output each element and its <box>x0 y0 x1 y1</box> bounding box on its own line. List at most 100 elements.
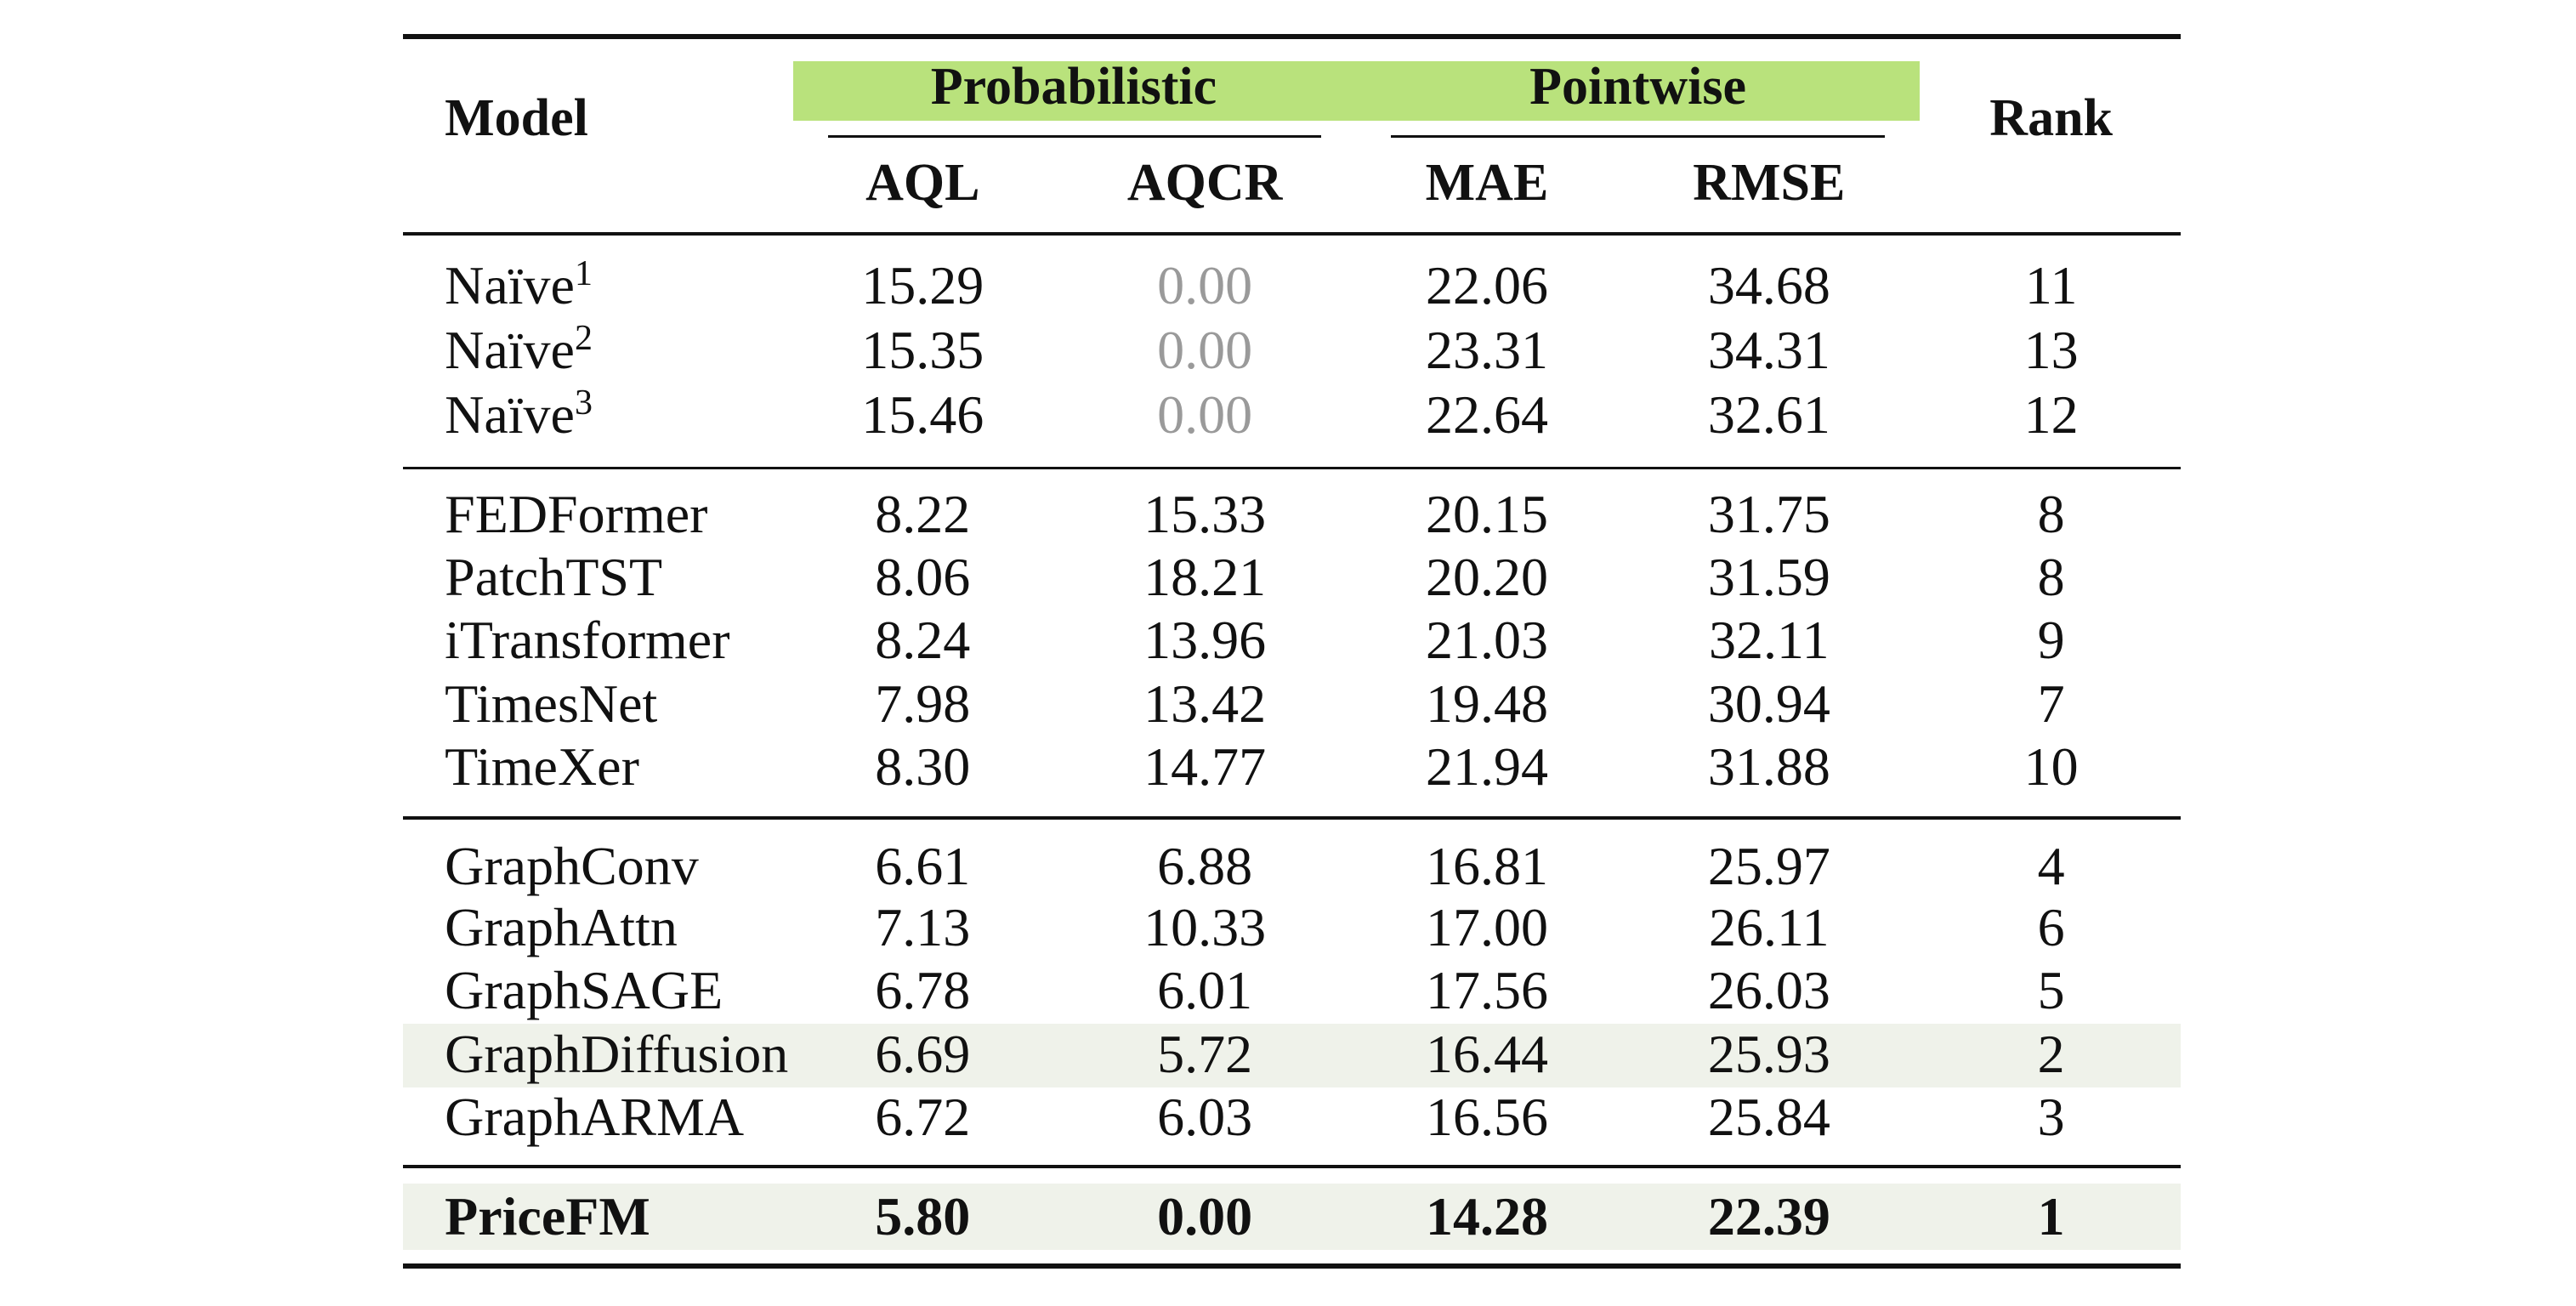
model-name: GraphSAGE <box>445 963 723 1018</box>
rule <box>403 34 2181 39</box>
cell: 15.35 <box>861 319 984 380</box>
cell: 31.75 <box>1707 484 1830 545</box>
model-name: Naïve3 <box>445 385 593 442</box>
model-label: PriceFM <box>445 1185 650 1246</box>
cell: 8.24 <box>875 610 971 671</box>
cell: 15.33 <box>1143 484 1267 545</box>
cell: 7.98 <box>875 673 971 734</box>
model-name: PriceFM <box>445 1189 650 1244</box>
rank-cell: 12 <box>2023 384 2079 445</box>
cell: 8.22 <box>875 484 971 545</box>
cell: 5.80 <box>875 1185 971 1246</box>
rule <box>403 816 2181 821</box>
cell: 6.78 <box>875 960 971 1021</box>
model-name: Naïve1 <box>445 254 593 315</box>
cell: 34.31 <box>1707 319 1830 380</box>
group-header: Pointwise <box>1529 57 1747 116</box>
cell: 6.03 <box>1157 1086 1253 1147</box>
cell: 16.44 <box>1425 1023 1548 1084</box>
cell: 25.84 <box>1707 1086 1830 1147</box>
model-label: Naïve <box>445 384 575 445</box>
cell: 25.97 <box>1707 835 1830 896</box>
cell: 17.56 <box>1425 960 1548 1021</box>
cell: 30.94 <box>1707 673 1830 734</box>
cell: 31.88 <box>1707 735 1830 797</box>
rank-cell: 1 <box>2037 1185 2065 1246</box>
cell: 8.06 <box>875 547 971 608</box>
model-label: TimeXer <box>445 735 639 797</box>
column-header: Rank <box>1989 88 2114 147</box>
cell: 17.00 <box>1425 897 1548 958</box>
rank-cell: 7 <box>2037 673 2065 734</box>
cell: 22.39 <box>1707 1185 1830 1246</box>
cell: 21.03 <box>1425 610 1548 671</box>
model-label: GraphARMA <box>445 1086 745 1147</box>
column-header: RMSE <box>1693 153 1846 212</box>
model-name: PatchTST <box>445 550 662 605</box>
model-name: TimeXer <box>445 739 639 794</box>
rank-cell: 8 <box>2037 484 2065 545</box>
cell: 5.72 <box>1157 1023 1253 1084</box>
rule <box>403 232 2181 236</box>
cell: 0.00 <box>1157 1185 1253 1246</box>
cell: 0.00 <box>1157 319 1253 380</box>
footnote-mark: 3 <box>574 383 593 423</box>
cell: 21.94 <box>1425 735 1548 797</box>
cell: 6.88 <box>1157 835 1253 896</box>
model-name: GraphDiffusion <box>445 1026 788 1082</box>
model-label: GraphAttn <box>445 897 678 958</box>
model-name: GraphAttn <box>445 900 678 955</box>
model-label: FEDFormer <box>445 484 708 545</box>
rule <box>828 134 1321 138</box>
cell: 25.93 <box>1707 1023 1830 1084</box>
rank-cell: 3 <box>2037 1086 2065 1147</box>
cell: 19.48 <box>1425 673 1548 734</box>
cell: 26.03 <box>1707 960 1830 1021</box>
header-highlight <box>793 61 1921 122</box>
cell: 8.30 <box>875 735 971 797</box>
cell: 7.13 <box>875 897 971 958</box>
model-name: iTransformer <box>445 613 729 667</box>
cell: 13.42 <box>1143 673 1267 734</box>
cell: 26.11 <box>1709 897 1830 958</box>
model-name: FEDFormer <box>445 487 707 542</box>
model-label: GraphSAGE <box>445 960 723 1021</box>
model-label: Naïve <box>445 254 575 315</box>
rank-cell: 2 <box>2037 1023 2065 1084</box>
cell: 18.21 <box>1143 547 1267 608</box>
rank-cell: 6 <box>2037 897 2065 958</box>
rule <box>403 1165 2181 1169</box>
row-highlight <box>403 1183 2181 1250</box>
rule <box>403 1263 2181 1269</box>
cell: 14.28 <box>1425 1185 1548 1246</box>
cell: 15.46 <box>861 384 984 445</box>
model-name: TimesNet <box>445 676 657 731</box>
rank-cell: 5 <box>2037 960 2065 1021</box>
column-header: Model <box>445 88 588 147</box>
model-name: GraphARMA <box>445 1086 745 1147</box>
cell: 22.64 <box>1425 384 1548 445</box>
cell: 20.15 <box>1425 484 1548 545</box>
rule <box>1390 134 1886 138</box>
model-label: PatchTST <box>445 547 663 608</box>
rank-cell: 4 <box>2037 835 2065 896</box>
cell: 0.00 <box>1157 254 1253 315</box>
cell: 32.61 <box>1707 384 1830 445</box>
column-header: MAE <box>1425 153 1549 212</box>
model-name: GraphConv <box>445 838 699 894</box>
rank-cell: 11 <box>2024 254 2078 315</box>
column-header: AQCR <box>1126 153 1283 212</box>
cell: 13.96 <box>1143 610 1267 671</box>
rank-cell: 10 <box>2023 735 2079 797</box>
cell: 16.81 <box>1425 835 1548 896</box>
cell: 23.31 <box>1425 319 1548 380</box>
cell: 22.06 <box>1425 254 1548 315</box>
group-header: Probabilistic <box>930 57 1217 116</box>
rank-cell: 13 <box>2023 319 2079 380</box>
cell: 16.56 <box>1425 1086 1548 1147</box>
rank-cell: 8 <box>2037 547 2065 608</box>
cell: 31.59 <box>1707 547 1830 608</box>
cell: 34.68 <box>1707 254 1830 315</box>
cell: 32.11 <box>1709 610 1830 671</box>
model-label: TimesNet <box>445 673 658 734</box>
